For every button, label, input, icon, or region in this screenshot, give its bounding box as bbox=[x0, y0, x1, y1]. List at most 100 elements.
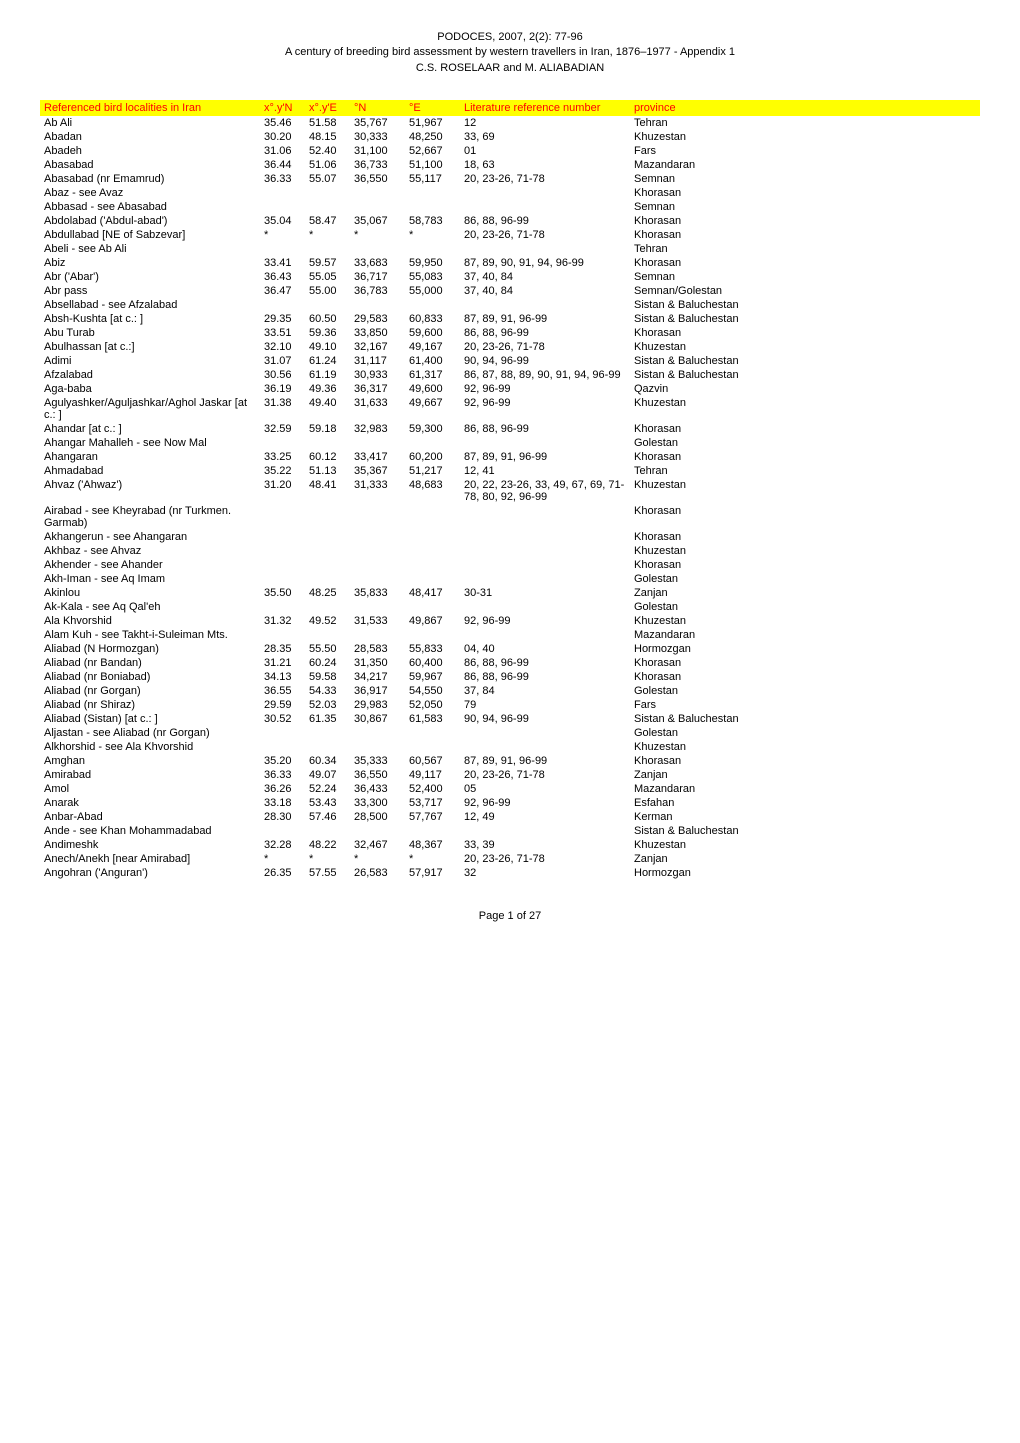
table-cell: Aliabad (Sistan) [at c.: ] bbox=[40, 712, 260, 726]
table-cell: 49.10 bbox=[305, 340, 350, 354]
table-row: Ahangar Mahalleh - see Now MalGolestan bbox=[40, 436, 980, 450]
table-cell: 36,733 bbox=[350, 158, 405, 172]
table-cell bbox=[260, 242, 305, 256]
table-cell bbox=[305, 544, 350, 558]
table-cell: 30,933 bbox=[350, 368, 405, 382]
table-cell: Tehran bbox=[630, 464, 980, 478]
table-cell: 58.47 bbox=[305, 214, 350, 228]
table-cell bbox=[460, 572, 630, 586]
table-cell bbox=[460, 726, 630, 740]
table-row: Ala Khvorshid31.3249.5231,53349,86792, 9… bbox=[40, 614, 980, 628]
table-cell: 33.51 bbox=[260, 326, 305, 340]
table-cell: * bbox=[305, 228, 350, 242]
table-cell bbox=[405, 824, 460, 838]
table-cell: 36.19 bbox=[260, 382, 305, 396]
table-cell: 35,067 bbox=[350, 214, 405, 228]
table-cell bbox=[350, 558, 405, 572]
table-row: Abu Turab33.5159.3633,85059,60086, 88, 9… bbox=[40, 326, 980, 340]
table-cell: 59.57 bbox=[305, 256, 350, 270]
table-cell bbox=[350, 200, 405, 214]
table-cell: Ahvaz ('Ahwaz') bbox=[40, 478, 260, 504]
table-cell: 35,333 bbox=[350, 754, 405, 768]
table-cell: 60.34 bbox=[305, 754, 350, 768]
table-cell: 57,917 bbox=[405, 866, 460, 880]
table-cell: Golestan bbox=[630, 600, 980, 614]
table-cell: 31.32 bbox=[260, 614, 305, 628]
table-cell bbox=[350, 572, 405, 586]
table-cell: Golestan bbox=[630, 436, 980, 450]
table-cell: 49,117 bbox=[405, 768, 460, 782]
table-cell: 33.18 bbox=[260, 796, 305, 810]
table-cell: Khuzestan bbox=[630, 544, 980, 558]
table-cell: Sistan & Baluchestan bbox=[630, 298, 980, 312]
table-cell: Khuzestan bbox=[630, 478, 980, 504]
table-cell: 35.20 bbox=[260, 754, 305, 768]
table-row: Abadeh31.0652.4031,10052,66701Fars bbox=[40, 144, 980, 158]
table-cell: 87, 89, 91, 96-99 bbox=[460, 312, 630, 326]
table-cell: Golestan bbox=[630, 684, 980, 698]
table-cell: Khuzestan bbox=[630, 614, 980, 628]
table-cell: 33, 69 bbox=[460, 130, 630, 144]
table-cell bbox=[350, 186, 405, 200]
table-cell bbox=[405, 200, 460, 214]
table-cell: Fars bbox=[630, 144, 980, 158]
table-cell bbox=[305, 558, 350, 572]
table-row: Amirabad36.3349.0736,55049,11720, 23-26,… bbox=[40, 768, 980, 782]
table-cell: 36,550 bbox=[350, 768, 405, 782]
table-cell bbox=[350, 824, 405, 838]
table-row: Akinlou35.5048.2535,83348,41730-31Zanjan bbox=[40, 586, 980, 600]
table-cell: 54.33 bbox=[305, 684, 350, 698]
table-cell: 48.15 bbox=[305, 130, 350, 144]
column-header: °N bbox=[350, 100, 405, 116]
table-row: Abulhassan [at c.:]32.1049.1032,16749,16… bbox=[40, 340, 980, 354]
table-cell: 28.30 bbox=[260, 810, 305, 824]
table-row: Aljastan - see Aliabad (nr Gorgan) Golest… bbox=[40, 726, 980, 740]
table-cell: 87, 89, 91, 96-99 bbox=[460, 754, 630, 768]
table-cell: Akhangerun - see Ahangaran bbox=[40, 530, 260, 544]
table-cell: Abadan bbox=[40, 130, 260, 144]
table-cell: Golestan bbox=[630, 726, 980, 740]
table-cell: 12, 41 bbox=[460, 464, 630, 478]
table-cell bbox=[460, 298, 630, 312]
table-cell: 53,717 bbox=[405, 796, 460, 810]
table-cell: 33,417 bbox=[350, 450, 405, 464]
table-cell: 31,333 bbox=[350, 478, 405, 504]
table-cell: 20, 22, 23-26, 33, 49, 67, 69, 71-78, 80… bbox=[460, 478, 630, 504]
table-cell: 48,250 bbox=[405, 130, 460, 144]
table-row: Abr ('Abar')36.4355.0536,71755,08337, 40… bbox=[40, 270, 980, 284]
table-cell: 36.43 bbox=[260, 270, 305, 284]
table-cell: Aljastan - see Aliabad (nr Gorgan) bbox=[40, 726, 260, 740]
document-header: PODOCES, 2007, 2(2): 77-96 A century of … bbox=[40, 30, 980, 76]
table-cell: Khorasan bbox=[630, 656, 980, 670]
table-cell: Abdullabad [NE of Sabzevar] bbox=[40, 228, 260, 242]
table-cell: 29,583 bbox=[350, 312, 405, 326]
table-cell: Sistan & Baluchestan bbox=[630, 712, 980, 726]
table-cell: Hormozgan bbox=[630, 642, 980, 656]
table-cell: Sistan & Baluchestan bbox=[630, 824, 980, 838]
table-cell: Akh-Iman - see Aq Imam bbox=[40, 572, 260, 586]
table-cell: Abaz - see Avaz bbox=[40, 186, 260, 200]
table-cell: Aliabad (nr Bandan) bbox=[40, 656, 260, 670]
table-cell: 31,350 bbox=[350, 656, 405, 670]
table-cell bbox=[405, 298, 460, 312]
table-cell: 32,167 bbox=[350, 340, 405, 354]
table-cell: 32.10 bbox=[260, 340, 305, 354]
table-cell: Khorasan bbox=[630, 558, 980, 572]
table-cell bbox=[350, 726, 405, 740]
table-cell bbox=[350, 600, 405, 614]
table-cell bbox=[260, 558, 305, 572]
table-cell: Semnan bbox=[630, 270, 980, 284]
table-cell bbox=[305, 200, 350, 214]
table-cell: 60.24 bbox=[305, 656, 350, 670]
table-cell: Abr ('Abar') bbox=[40, 270, 260, 284]
table-cell: Amghan bbox=[40, 754, 260, 768]
table-cell: 59.36 bbox=[305, 326, 350, 340]
table-cell: 26,583 bbox=[350, 866, 405, 880]
table-cell: 36,433 bbox=[350, 782, 405, 796]
table-row: Angohran ('Anguran')26.3557.5526,58357,9… bbox=[40, 866, 980, 880]
table-cell: 32,467 bbox=[350, 838, 405, 852]
table-cell: 51.06 bbox=[305, 158, 350, 172]
table-cell: 59,600 bbox=[405, 326, 460, 340]
table-cell: 52,400 bbox=[405, 782, 460, 796]
table-cell bbox=[260, 824, 305, 838]
